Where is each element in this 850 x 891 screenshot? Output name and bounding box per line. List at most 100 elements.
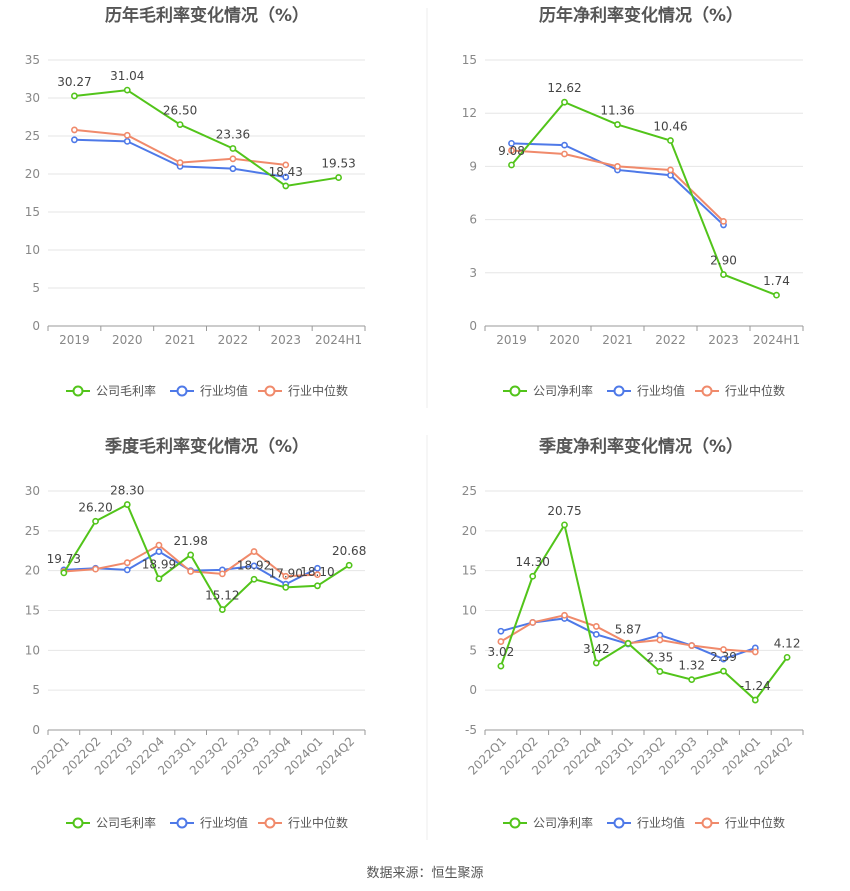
x-tick-label: 2019 [59,333,90,347]
data-label: 4.12 [774,636,801,650]
y-tick-label: 15 [25,604,40,618]
data-label: 26.50 [163,104,197,118]
legend-label: 行业中位数 [288,815,348,830]
data-point [529,619,537,626]
data-point [218,606,226,613]
data-label: 26.20 [78,500,112,514]
data-point [614,162,621,170]
series-line [499,522,788,702]
data-point [250,562,258,570]
data-point [751,648,759,656]
data-label: 19.73 [47,552,81,566]
data-point [187,568,195,575]
legend-marker [72,385,84,397]
data-point [624,640,632,647]
data-label: 18.10 [300,565,334,579]
chart-title: 季度毛利率变化情况（%） [105,436,309,457]
data-label: 18.92 [237,558,271,572]
data-point [751,696,759,704]
data-point [314,571,321,579]
data-point [282,182,290,190]
data-label: 12.62 [547,81,581,95]
legend-label: 行业中位数 [288,383,348,398]
legend-label: 公司净利率 [533,815,593,830]
data-point [187,551,195,559]
data-point [720,271,727,278]
y-tick-label: 30 [25,91,40,105]
data-label: 11.36 [600,104,634,118]
data-point [92,565,99,573]
y-tick-label: 0 [469,683,477,697]
data-label: 17.90 [269,566,303,580]
data-point [282,173,290,181]
data-label: 15.12 [205,589,239,603]
data-point [720,646,727,653]
y-tick-label: 20 [25,564,40,578]
legend-label: 行业中位数 [725,815,785,830]
data-point [561,150,568,158]
data-point [529,572,537,580]
y-tick-label: 15 [462,53,477,67]
legend-label: 行业均值 [637,815,685,830]
y-tick-label: 25 [25,524,40,538]
data-label: 28.30 [110,484,144,498]
legend-label: 公司毛利率 [96,383,156,398]
data-point [123,566,131,574]
data-label: 2.90 [710,254,737,268]
y-tick-label: 20 [462,524,477,538]
data-label: 3.02 [488,645,515,659]
legend-label: 公司毛利率 [96,815,156,830]
data-point [335,174,342,181]
y-tick-label: -5 [465,723,477,737]
data-point [123,501,131,508]
data-point [688,676,696,684]
data-point [123,137,131,145]
data-point [155,548,163,555]
data-point [229,165,237,173]
series-line [511,142,725,226]
data-point [592,659,600,667]
data-point [561,521,568,529]
legend-marker [176,385,188,397]
data-point [123,86,131,94]
data-point [314,582,321,590]
legend-marker [613,385,625,397]
data-label: -1.24 [740,679,771,693]
legend-marker [264,385,276,397]
data-point [667,166,674,174]
y-tick-label: 0 [32,319,40,333]
data-point [688,642,696,649]
y-tick-label: 30 [25,484,40,498]
y-tick-label: 20 [25,167,40,181]
x-tick-label: 2023 [708,333,739,347]
chart-title: 历年毛利率变化情况（%） [105,5,309,26]
data-point [720,667,727,675]
data-label: 18.99 [142,558,176,572]
series-line [511,149,725,223]
data-point [508,147,515,154]
data-point [497,638,505,645]
data-label: 23.36 [216,127,250,141]
data-point [282,572,290,580]
data-label: 14.30 [516,555,550,569]
data-point [656,636,664,644]
data-label: 21.98 [173,534,207,548]
y-tick-label: 10 [25,643,40,657]
x-tick-label: 2021 [165,333,196,347]
data-point [155,541,163,549]
x-tick-label: 2020 [549,333,580,347]
data-label: 2.39 [710,650,737,664]
y-tick-label: 5 [32,281,40,295]
legend-marker [264,817,276,829]
legend-label: 行业均值 [200,383,248,398]
data-point [123,131,131,139]
data-point [71,136,78,144]
data-point [720,655,727,663]
data-point [282,161,290,169]
y-tick-label: 5 [32,683,40,697]
data-point [71,92,78,100]
legend-marker [509,817,521,829]
data-point [60,569,68,577]
data-point [250,575,258,583]
